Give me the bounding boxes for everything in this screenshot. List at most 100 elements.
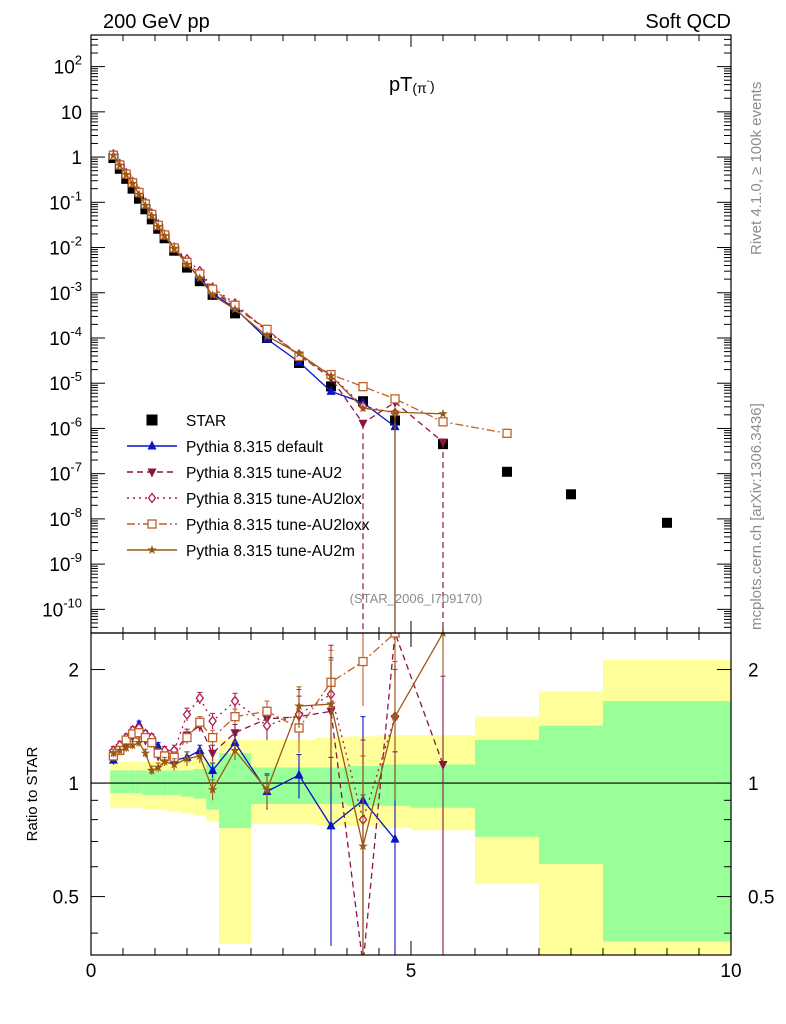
y-tick-label-base: 10: [49, 510, 70, 531]
band-inner: [193, 768, 207, 799]
marker-star: [326, 370, 336, 380]
marker-open-square: [358, 381, 368, 392]
legend-entry-au2: Pythia 8.315 tune-AU2: [127, 465, 342, 482]
marker-star: [115, 160, 125, 170]
y-tick-label-exponent: -8: [70, 505, 82, 520]
marker-open-diamond: [195, 692, 205, 704]
legend-label: Pythia 8.315 tune-AU2m: [186, 543, 355, 560]
marker-star: [115, 745, 125, 755]
marker-star: [182, 753, 192, 763]
y-tick-label-exponent: -4: [70, 324, 82, 339]
marker-star: [195, 273, 205, 283]
ratio-y-tick-label: 1: [68, 774, 79, 795]
band-inner: [603, 701, 731, 942]
series-line-au2loxx: [112, 154, 508, 434]
ratio-y-tick-label: 0.5: [53, 888, 79, 909]
marker-square: [146, 414, 158, 426]
marker-star: [153, 762, 163, 772]
marker-star: [140, 200, 151, 210]
marker-triangle-up: [147, 440, 157, 450]
y-tick-label-exponent: -5: [70, 369, 82, 384]
analysis-id: (STAR_2006_I709170): [350, 591, 483, 606]
marker-open-square: [140, 732, 151, 743]
marker-star: [159, 756, 170, 766]
legend-label: STAR: [186, 413, 226, 430]
marker-star: [390, 711, 400, 721]
marker-star: [230, 304, 240, 314]
marker-star: [159, 231, 170, 240]
y-tick-label: 10-6: [49, 414, 82, 440]
y-tick-label: 10-7: [49, 460, 82, 486]
marker-star: [358, 841, 368, 851]
energy-label: 200 GeV pp: [103, 11, 210, 33]
marker-star: [294, 701, 304, 711]
legend-entry-default: Pythia 8.315 default: [127, 439, 324, 456]
x-tick-label: 10: [720, 961, 741, 982]
marker-open-square: [230, 712, 240, 722]
marker-star: [326, 699, 336, 709]
marker-triangle-down: [147, 468, 157, 478]
marker-star: [147, 545, 157, 554]
category-label: Soft QCD: [645, 11, 731, 33]
marker-star: [121, 169, 131, 179]
marker-triangle-down: [359, 961, 368, 970]
rivet-version-label: Rivet 4.1.0, ≥ 100k events: [748, 82, 765, 255]
legend-entry-star: STAR: [146, 413, 226, 430]
marker-square: [127, 183, 138, 194]
ratio-y-tick-label-right: 1: [748, 774, 759, 795]
marker-square: [194, 276, 205, 287]
marker-open-diamond: [230, 695, 240, 707]
marker-star: [230, 745, 240, 755]
y-tick-label-base: 10: [49, 374, 70, 395]
marker-square: [502, 466, 512, 477]
marker-open-diamond: [262, 720, 272, 732]
marker-star: [262, 331, 272, 341]
marker-square: [134, 193, 144, 204]
marker-star: [440, 633, 446, 637]
marker-star: [134, 189, 144, 199]
legend-entry-au2m: Pythia 8.315 tune-AU2m: [127, 543, 355, 560]
legend-entry-au2lox: Pythia 8.315 tune-AU2lox: [127, 491, 362, 508]
marker-triangle-down: [208, 749, 218, 759]
band-inner: [135, 770, 143, 794]
y-tick-label-exponent: 2: [75, 53, 82, 68]
y-tick-label: 10-10: [42, 595, 82, 621]
y-tick-label: 102: [54, 53, 82, 79]
y-tick-label: 10-2: [49, 234, 82, 260]
marker-open-diamond: [182, 708, 192, 721]
y-tick-label: 10-3: [49, 279, 82, 305]
ratio-series-layer: [108, 633, 448, 970]
marker-star: [390, 407, 400, 417]
legend-entry-au2loxx: Pythia 8.315 tune-AU2loxx: [127, 517, 370, 534]
marker-open-square: [182, 732, 192, 743]
series-au2m: [108, 150, 448, 418]
marker-open-square: [207, 732, 218, 743]
marker-star: [108, 150, 119, 160]
series-au2lox: [109, 148, 400, 419]
marker-triangle-up: [208, 764, 218, 774]
ratio-axis-ticks: [90, 633, 732, 955]
series-line-au2m: [112, 154, 444, 415]
mcplots-reference-label: mcplots.cern.ch [arXiv:1306.3436]: [748, 403, 765, 630]
marker-open-diamond: [208, 715, 217, 727]
marker-star: [127, 740, 138, 750]
marker-star: [153, 221, 163, 231]
legend-label: Pythia 8.315 tune-AU2lox: [186, 491, 362, 508]
main-series-layer: [108, 148, 672, 633]
marker-star: [169, 243, 179, 253]
marker-open-square: [438, 417, 448, 427]
series-au2loxx: [108, 150, 512, 438]
legend: STAR Pythia 8.315 default Pythia 8.315 tun…: [127, 413, 370, 560]
series-line-default: [112, 154, 396, 428]
y-tick-label-exponent: -6: [70, 414, 82, 429]
x-tick-label: 0: [86, 961, 97, 982]
plot-title: pT(π-): [389, 74, 435, 96]
marker-open-square: [358, 656, 368, 667]
ratio-y-tick-label-right: 0.5: [748, 888, 774, 909]
ratio-line-au2: [112, 633, 444, 955]
marker-open-square: [390, 394, 400, 404]
y-tick-label: 10-8: [49, 505, 82, 531]
y-tick-label-base: 10: [61, 103, 82, 124]
marker-open-square: [502, 428, 512, 438]
y-tick-label-exponent: -7: [70, 460, 82, 475]
